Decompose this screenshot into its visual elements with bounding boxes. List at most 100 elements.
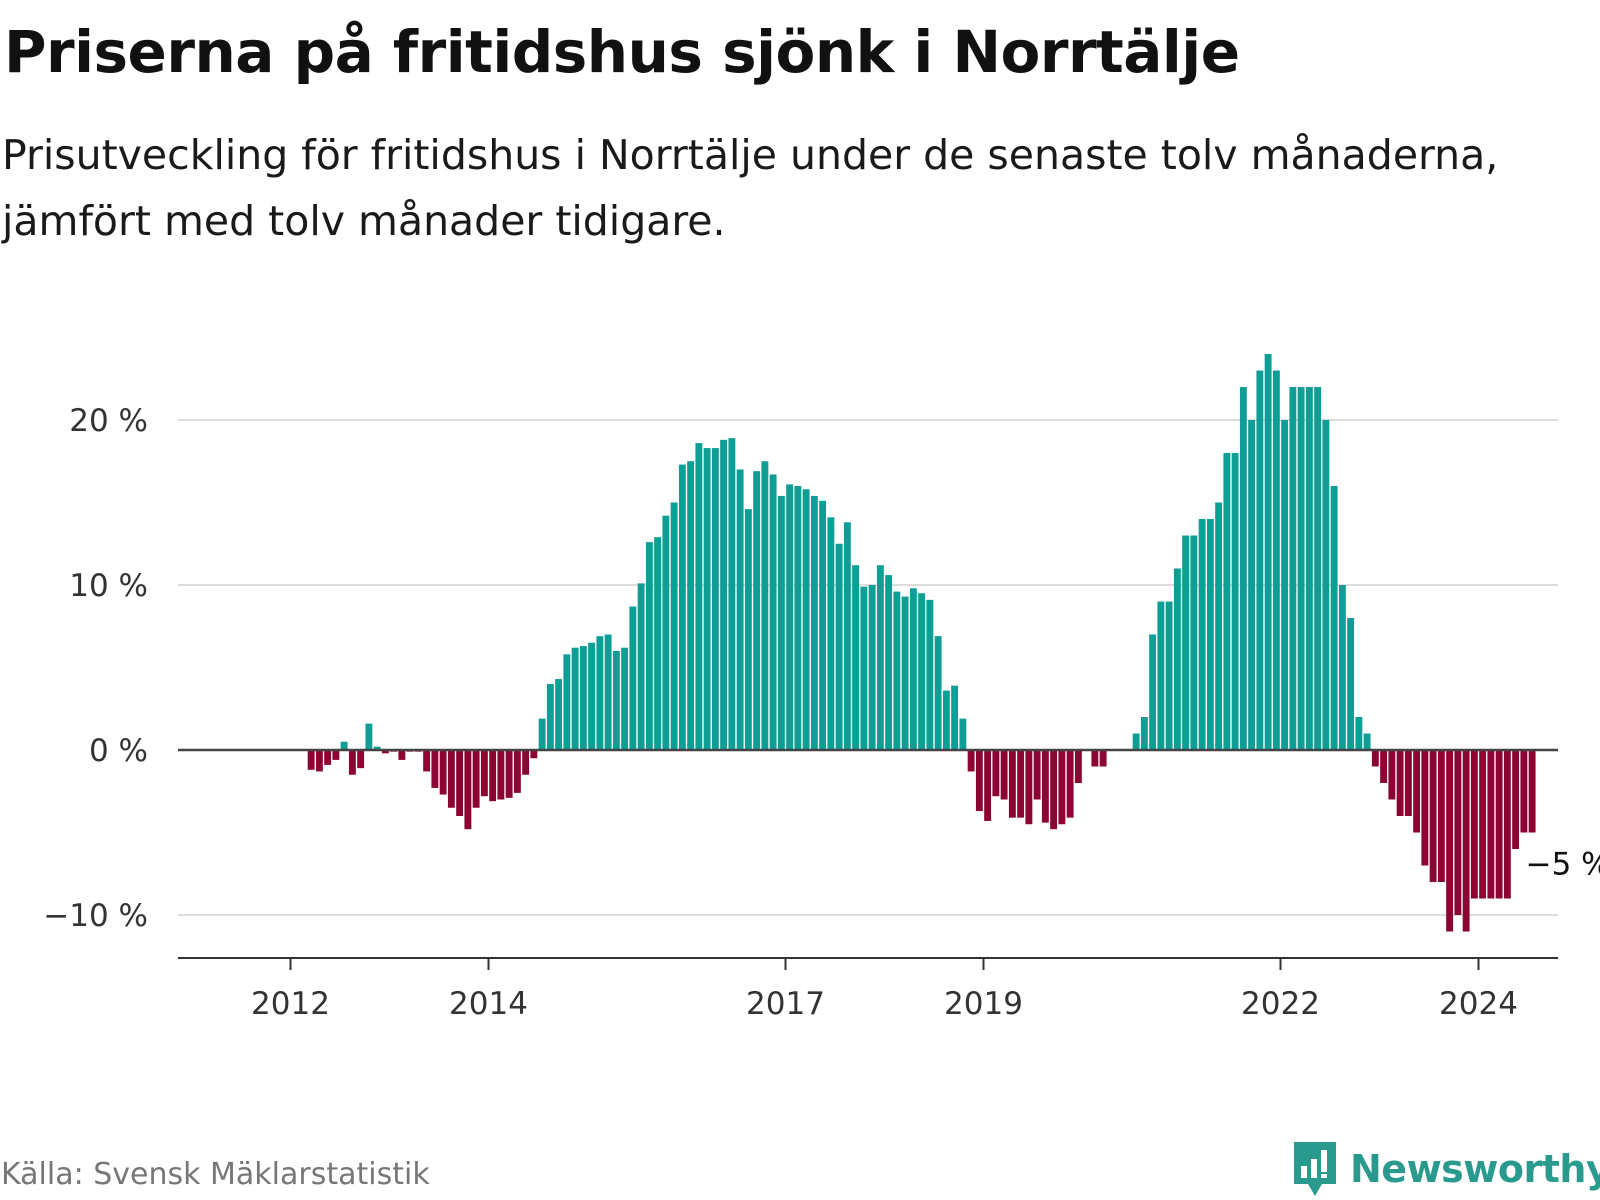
bar-109 (1140, 717, 1148, 750)
bar-24 (439, 750, 447, 795)
bar-57 (711, 448, 719, 750)
bar-142 (1413, 750, 1421, 833)
bar-45 (612, 651, 620, 750)
annotations: −5 % (1522, 843, 1600, 886)
bar-127 (1289, 387, 1297, 750)
bar-76 (868, 585, 876, 750)
bar-85 (942, 690, 950, 750)
bar-58 (720, 439, 728, 750)
bar-77 (876, 565, 884, 750)
bar-69 (810, 495, 818, 750)
bar-149 (1470, 750, 1478, 899)
bar-41 (579, 646, 587, 750)
bar-82 (918, 593, 926, 750)
x-axis-ticks: 2012 2014 2017 2019 2022 2024 (251, 958, 1518, 1022)
chart-subtitle: Prisutveckling för fritidshus i Norrtälj… (2, 131, 1499, 245)
bar-129 (1305, 387, 1313, 750)
bars (307, 354, 1536, 932)
bar-80 (901, 596, 909, 750)
x-tick-label-2014: 2014 (449, 986, 528, 1022)
bar-134 (1347, 618, 1355, 750)
bar-126 (1281, 420, 1289, 750)
bar-46 (621, 647, 629, 750)
bar-11 (332, 750, 340, 760)
bar-72 (835, 543, 843, 750)
x-tick-label-2017: 2017 (746, 986, 825, 1022)
y-tick-label-10: 10 % (69, 568, 148, 604)
bar-100 (1066, 750, 1074, 818)
bar-68 (802, 489, 810, 750)
bar-44 (604, 634, 612, 750)
bar-139 (1388, 750, 1396, 800)
bar-120 (1231, 453, 1239, 750)
bar-99 (1058, 750, 1066, 825)
bar-10 (324, 750, 332, 765)
bar-59 (728, 438, 736, 750)
newsworthy-logo[interactable]: Newsworthy (1290, 1138, 1600, 1200)
source-note: Källa: Svensk Mäklarstatistik (1, 1157, 430, 1192)
bar-145 (1437, 750, 1445, 882)
bar-148 (1462, 750, 1470, 932)
x-tick-label-2022: 2022 (1241, 986, 1320, 1022)
bar-133 (1338, 585, 1346, 750)
bar-49 (645, 542, 653, 750)
bar-84 (934, 636, 942, 750)
bar-136 (1363, 733, 1371, 750)
bar-62 (753, 471, 761, 750)
bar-151 (1487, 750, 1495, 899)
last-value-label: −5 % (1526, 847, 1600, 883)
bar-90 (984, 750, 992, 821)
bar-137 (1371, 750, 1379, 767)
axes (178, 748, 1558, 959)
bar-17 (381, 750, 389, 754)
bar-30 (489, 750, 497, 802)
bar-12 (340, 741, 348, 750)
bar-15 (365, 723, 373, 750)
bar-81 (909, 588, 917, 750)
bar-98 (1050, 750, 1058, 830)
bar-8 (307, 750, 315, 770)
bar-147 (1454, 750, 1462, 915)
bar-116 (1198, 519, 1206, 750)
bar-71 (827, 517, 835, 750)
bar-150 (1479, 750, 1487, 899)
bar-144 (1429, 750, 1437, 882)
newsworthy-logo-icon (1294, 1142, 1336, 1196)
bar-19 (398, 750, 406, 760)
bar-31 (497, 750, 505, 800)
bar-111 (1157, 601, 1165, 750)
x-tick-label-2024: 2024 (1439, 986, 1518, 1022)
bar-141 (1404, 750, 1412, 816)
bar-132 (1330, 486, 1338, 750)
bar-125 (1272, 370, 1280, 750)
bar-115 (1190, 535, 1198, 750)
bar-117 (1206, 519, 1214, 750)
bar-130 (1314, 387, 1322, 750)
chart-title: Priserna på fritidshus sjönk i Norrtälje (4, 18, 1240, 86)
bar-93 (1008, 750, 1016, 818)
bar-66 (786, 484, 794, 750)
bar-123 (1256, 370, 1264, 750)
bar-73 (843, 522, 851, 750)
bar-156 (1528, 750, 1536, 833)
bar-92 (1000, 750, 1008, 800)
bar-121 (1239, 387, 1247, 750)
bar-60 (736, 469, 744, 750)
bar-37 (546, 684, 554, 750)
bar-128 (1297, 387, 1305, 750)
y-tick-label--10: −10 % (43, 898, 148, 934)
bar-78 (885, 575, 893, 750)
bar-75 (860, 586, 868, 750)
bar-114 (1182, 535, 1190, 750)
bar-61 (744, 509, 752, 750)
bar-143 (1421, 750, 1429, 866)
bar-67 (794, 486, 802, 750)
bar-131 (1322, 420, 1330, 750)
bar-38 (555, 679, 563, 750)
bar-135 (1355, 717, 1363, 750)
y-tick-label-20: 20 % (69, 403, 148, 439)
bar-119 (1223, 453, 1231, 750)
bar-40 (571, 647, 579, 750)
bar-140 (1396, 750, 1404, 816)
bar-14 (357, 750, 365, 769)
